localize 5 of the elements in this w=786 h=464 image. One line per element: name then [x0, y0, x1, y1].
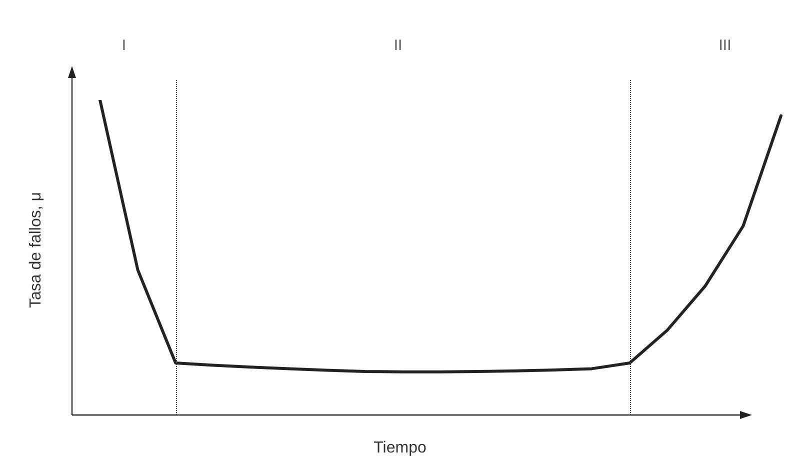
text: III [718, 37, 732, 54]
y-axis-title: Tasa de fallos, μ [27, 192, 44, 308]
text: I [122, 37, 126, 54]
text: II [394, 37, 402, 54]
x-axis-title: Tiempo [374, 439, 426, 456]
